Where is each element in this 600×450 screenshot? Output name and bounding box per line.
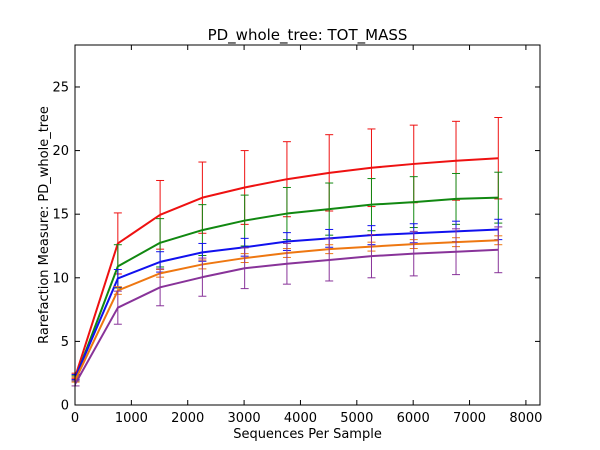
series-4 (71, 226, 503, 387)
y-axis-title: Rarefaction Measure: PD_whole_tree (37, 106, 52, 344)
x-tick-label: 8000 (509, 411, 542, 426)
series-2 (71, 218, 503, 381)
series-1 (71, 171, 503, 382)
x-axis-title: Sequences Per Sample (233, 427, 382, 442)
x-tick-label: 4000 (284, 411, 317, 426)
chart-title: PD_whole_tree: TOT_MASS (208, 26, 408, 45)
y-tick-label: 0 (61, 399, 69, 414)
series-line (74, 228, 499, 378)
x-tick-label: 5000 (340, 411, 373, 426)
series-line (74, 248, 499, 384)
y-tick-label: 25 (52, 80, 69, 95)
x-tick-label: 2000 (171, 411, 204, 426)
plot-area (71, 117, 503, 387)
y-tick-label: 15 (52, 208, 69, 223)
y-tick-label: 20 (52, 144, 69, 159)
axes-frame (74, 44, 541, 406)
y-tick-label: 10 (52, 271, 69, 286)
x-tick-label: 7000 (453, 411, 486, 426)
y-tick-label: 5 (61, 335, 69, 350)
series-line (74, 157, 499, 377)
x-tick-label: 0 (71, 411, 79, 426)
x-tick-label: 6000 (397, 411, 430, 426)
x-tick-label: 1000 (115, 411, 148, 426)
x-tick-label: 3000 (228, 411, 261, 426)
series-line (74, 196, 499, 379)
axes: 0 1000 2000 3000 4000 5000 6000 7000 8000 0 5 10 15 2… (52, 44, 542, 426)
